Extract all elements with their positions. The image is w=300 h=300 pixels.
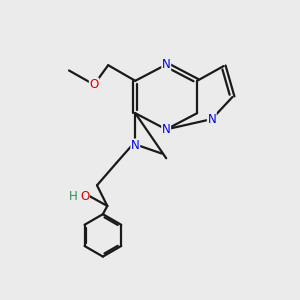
Text: N: N [162, 58, 171, 71]
Text: N: N [208, 112, 216, 126]
Text: H: H [68, 190, 77, 203]
Text: O: O [89, 78, 99, 91]
Text: N: N [162, 123, 171, 136]
Text: N: N [131, 139, 140, 152]
Text: O: O [80, 190, 89, 203]
